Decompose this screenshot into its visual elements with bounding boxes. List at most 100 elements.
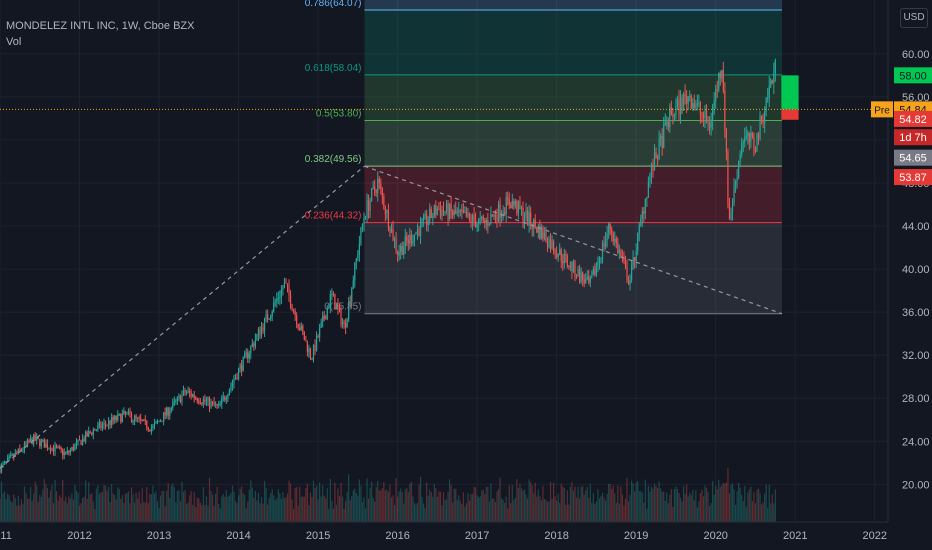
candle-body [384, 208, 386, 214]
volume-bar [759, 493, 761, 522]
candle-body [37, 437, 39, 440]
candle-body [652, 163, 654, 171]
candle-body [450, 204, 452, 212]
volume-bar [75, 490, 78, 522]
candle-body [650, 163, 653, 175]
candle-body [614, 238, 616, 242]
candle-body [166, 407, 168, 416]
volume-bar [386, 489, 388, 522]
candle-body [644, 199, 646, 214]
candle-body [715, 89, 717, 102]
volume-bar [701, 489, 703, 522]
volume-bar [490, 483, 492, 522]
volume-bar [762, 502, 764, 522]
price-axis[interactable]: 20.0024.0028.0032.0036.0040.0044.0048.00… [887, 0, 932, 550]
volume-bar [152, 485, 154, 522]
candle-body [251, 343, 253, 347]
candle-body [520, 207, 523, 209]
volume-bar [765, 484, 767, 522]
volume-bar [210, 490, 212, 522]
candle-body [764, 111, 766, 124]
volume-bar [89, 494, 91, 522]
trendlines[interactable] [0, 165, 783, 469]
volume-bar [675, 486, 677, 522]
candle-body [126, 412, 128, 414]
volume-bar [569, 486, 572, 522]
candle-body [319, 327, 321, 338]
candle-body [539, 226, 541, 239]
volume-bar [115, 499, 117, 522]
volume-bar [459, 501, 461, 522]
volume-bar [430, 492, 432, 522]
currency-button[interactable]: USD [900, 8, 928, 28]
candle-body [337, 304, 339, 309]
volume-bar [707, 491, 709, 522]
volume-bar [760, 504, 763, 522]
candle-body [502, 212, 504, 214]
candle-body [190, 392, 192, 397]
volume-bar [147, 503, 149, 522]
volume-bar [702, 496, 705, 522]
candle-body [198, 401, 200, 403]
volume-bar [77, 492, 79, 522]
volume-bar [207, 505, 209, 522]
candle-body [701, 113, 703, 115]
candle-body [305, 340, 307, 342]
fibonacci-retracement[interactable]: 0(35.85) 0.236(44.32) 0.382(49.56) 0.5(53.8… [305, 0, 782, 315]
candle-body [439, 209, 442, 216]
candle-body [534, 219, 536, 227]
volume-bar [728, 493, 731, 522]
candle-body [401, 245, 403, 255]
symbol-title[interactable]: MONDELEZ INTL INC, 1W, Cboe BZX [6, 20, 195, 32]
candle-body [435, 205, 437, 215]
volume-bar [83, 496, 85, 522]
volume-bar [507, 508, 509, 522]
volume-bar [277, 489, 279, 522]
volume-bar [106, 490, 108, 522]
volume-bar [611, 488, 613, 522]
candle-body [643, 211, 645, 214]
candle-body [445, 203, 448, 212]
long-position-tool[interactable] [781, 75, 799, 120]
time-tick-label: 2021 [783, 530, 807, 542]
volume-bar [598, 498, 601, 522]
candle-body [114, 416, 116, 421]
candle-body [193, 394, 195, 398]
volume-bar [355, 492, 357, 522]
candle-body [141, 419, 143, 421]
time-axis[interactable]: 2011 2012 2013 2014 2015 2016 2017 2018 2019 2020… [0, 521, 932, 550]
volume-bar [764, 493, 766, 522]
candle-body [178, 395, 180, 397]
volume-bar [135, 492, 137, 522]
volume-bar [279, 493, 281, 522]
candlestick-series[interactable] [0, 58, 776, 474]
volume-bar [478, 497, 480, 522]
candle-body [392, 228, 394, 241]
volume-bar [627, 501, 630, 522]
candle-body [750, 132, 752, 143]
candle-body [34, 434, 36, 441]
volume-bar [289, 483, 292, 522]
candle-body [565, 254, 567, 256]
volume-bar [153, 493, 156, 522]
candle-body [36, 437, 38, 441]
volume-bar [482, 489, 484, 522]
volume-bar [198, 498, 200, 522]
volume-bar [666, 492, 668, 522]
candle-body [244, 353, 246, 357]
candle-body [23, 443, 26, 450]
candle-body [698, 102, 700, 104]
volume-bar [585, 490, 587, 522]
volume-bar [320, 496, 322, 522]
volume-bar [656, 488, 659, 522]
candle-body [91, 432, 93, 435]
volume-bar [92, 501, 94, 522]
candle-body [595, 265, 598, 275]
price-tick-label: 60.00 [902, 49, 930, 61]
volume-bar [185, 503, 188, 522]
candle-body [681, 97, 683, 111]
candle-body [754, 147, 757, 152]
volume-indicator-label[interactable]: Vol [6, 36, 22, 48]
candle-body [426, 214, 428, 225]
